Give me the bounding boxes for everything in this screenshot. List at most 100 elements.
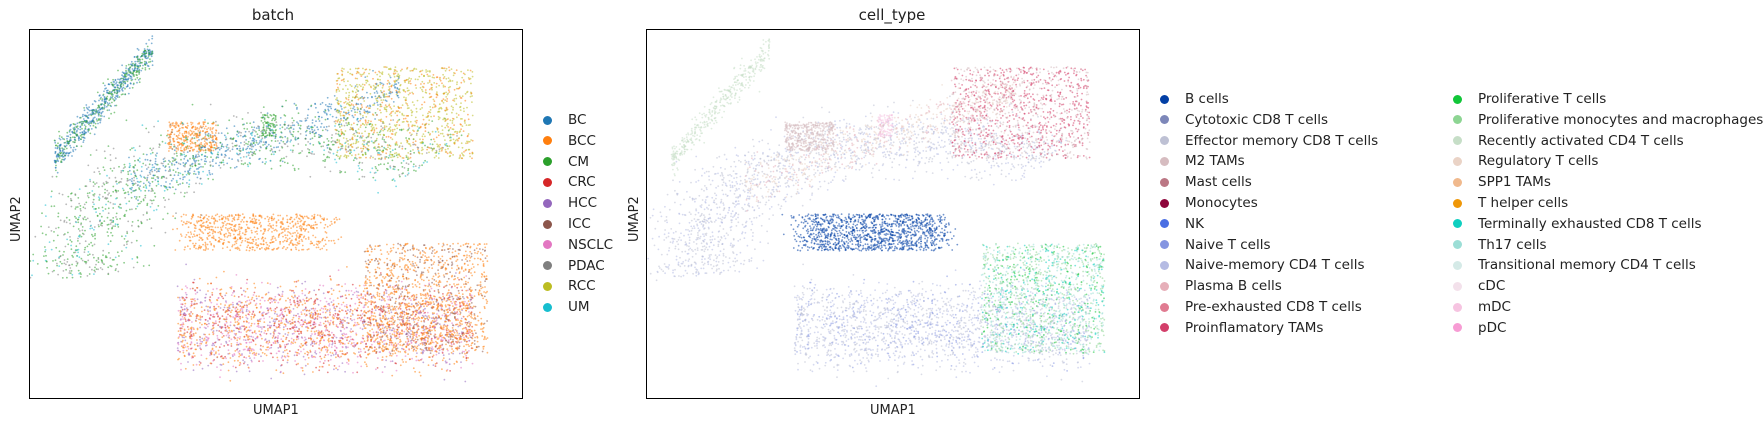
series-terminally-exhausted-cd8-t-cells — [981, 244, 1106, 355]
cell-type-legend-item: Transitional memory CD4 T cells — [1453, 255, 1696, 275]
legend-label: SPP1 TAMs — [1478, 174, 1551, 191]
batch-legend-item: PDAC — [543, 256, 605, 276]
legend-marker — [543, 240, 552, 250]
legend-marker — [1453, 240, 1462, 250]
legend-marker — [1453, 156, 1462, 166]
legend-label: B cells — [1185, 91, 1229, 107]
legend-marker — [1160, 240, 1169, 250]
legend-marker — [1453, 281, 1462, 291]
legend-marker — [1453, 323, 1462, 333]
cell-type-legend-item: Naive T cells — [1160, 235, 1271, 255]
batch-legend-item: BC — [543, 110, 586, 130]
series-recently-activated-cd4-t-cells — [670, 38, 771, 177]
legend-marker — [1453, 94, 1462, 104]
cell-type-legend-item: B cells — [1160, 89, 1229, 109]
series-cm — [53, 45, 154, 178]
cell-type-legend-item: Proinflamatory TAMs — [1160, 318, 1323, 338]
series-bcc — [335, 66, 474, 160]
legend-marker — [543, 219, 552, 229]
legend-label: Proliferative T cells — [1478, 91, 1607, 107]
cell-type-legend-item: Regulatory T cells — [1453, 151, 1598, 171]
legend-marker — [1160, 260, 1169, 270]
cell-type-legend-item: Proliferative T cells — [1453, 89, 1606, 109]
series-icc — [363, 242, 488, 355]
cell-type-umap-plot — [646, 29, 1140, 399]
cell-type-legend-item: Mast cells — [1160, 172, 1252, 192]
legend-label: Monocytes — [1185, 195, 1258, 211]
cell-type-legend-item: Th17 cells — [1453, 235, 1547, 255]
series-bcc — [363, 242, 489, 355]
legend-label: PDAC — [568, 257, 605, 274]
legend-marker — [543, 177, 552, 187]
legend-marker — [543, 198, 552, 208]
legend-label: T helper cells — [1478, 195, 1569, 211]
cell-type-legend-item: T helper cells — [1453, 193, 1568, 213]
legend-label: ICC — [568, 216, 591, 232]
legend-marker — [1160, 198, 1169, 208]
batch-legend-item: BCC — [543, 131, 596, 151]
legend-marker — [1453, 177, 1462, 187]
cell-type-y-axis-label: UMAP2 — [627, 196, 642, 242]
series-bc — [127, 69, 400, 202]
series-plasma-b-cells — [744, 74, 1015, 212]
legend-marker — [1160, 323, 1169, 333]
legend-label: Naive-memory CD4 T cells — [1185, 257, 1365, 274]
series-naive-memory-cd4-t-cells — [647, 103, 1067, 277]
scatter-points — [647, 38, 1106, 388]
legend-label: BCC — [568, 132, 596, 149]
legend-marker — [1453, 136, 1462, 146]
batch-legend-item: ICC — [543, 214, 591, 234]
legend-label: HCC — [568, 195, 598, 212]
legend-marker — [1160, 136, 1169, 146]
series-proinflamatory-tams — [951, 66, 1091, 160]
scatter-points — [30, 35, 489, 383]
cell-type-legend-item: Terminally exhausted CD8 T cells — [1453, 214, 1702, 234]
legend-label: Proliferative monocytes and macrophages — [1478, 111, 1764, 128]
legend-label: Recently activated CD4 T cells — [1478, 132, 1684, 149]
series-naive-t-cells — [796, 269, 1091, 372]
legend-label: NK — [1185, 215, 1204, 232]
cell-type-legend-item: Pre-exhausted CD8 T cells — [1160, 297, 1362, 317]
batch-legend-item: UM — [543, 297, 590, 317]
cell-type-legend-item: pDC — [1453, 318, 1506, 338]
legend-label: M2 TAMs — [1185, 153, 1245, 170]
legend-label: BC — [568, 112, 587, 128]
series-b-cells — [781, 213, 959, 252]
batch-legend-item: RCC — [543, 276, 596, 296]
cell-type-legend-item: NK — [1160, 214, 1204, 234]
legend-marker — [543, 261, 552, 271]
cell-type-legend-item: Monocytes — [1160, 193, 1258, 213]
legend-label: Transitional memory CD4 T cells — [1478, 257, 1696, 274]
cell-type-x-axis-label: UMAP1 — [870, 403, 916, 418]
series-proliferative-t-cells — [981, 243, 1105, 354]
legend-label: UM — [568, 299, 590, 316]
legend-label: cDC — [1478, 278, 1506, 295]
cell-type-legend-item: Plasma B cells — [1160, 276, 1282, 296]
legend-label: Naive T cells — [1185, 236, 1271, 253]
legend-marker — [1453, 219, 1462, 229]
legend-label: Proinflamatory TAMs — [1185, 319, 1324, 336]
batch-plot-title: batch — [251, 6, 295, 24]
legend-marker — [1453, 198, 1462, 208]
legend-label: NSCLC — [568, 236, 614, 253]
batch-x-axis-label: UMAP1 — [253, 403, 299, 418]
legend-marker — [1453, 115, 1462, 125]
legend-marker — [543, 157, 552, 167]
legend-marker — [1453, 260, 1462, 270]
legend-label: CM — [568, 153, 590, 170]
cell-type-plot-title: cell_type — [858, 6, 926, 24]
series-effector-memory-cd8-t-cells — [793, 263, 1091, 383]
legend-marker — [543, 281, 552, 291]
series-bcc — [167, 121, 218, 153]
cell-type-legend-item: SPP1 TAMs — [1453, 172, 1551, 192]
legend-marker — [1160, 156, 1169, 166]
legend-label: mDC — [1478, 299, 1511, 315]
cell-type-legend-item: mDC — [1453, 297, 1511, 317]
batch-umap-plot — [29, 29, 523, 399]
legend-marker — [1160, 302, 1169, 312]
legend-label: Terminally exhausted CD8 T cells — [1478, 215, 1702, 232]
legend-marker — [1453, 302, 1462, 312]
series-bcc — [172, 213, 343, 252]
legend-marker — [543, 136, 552, 146]
series-m2-tams — [951, 65, 1091, 160]
